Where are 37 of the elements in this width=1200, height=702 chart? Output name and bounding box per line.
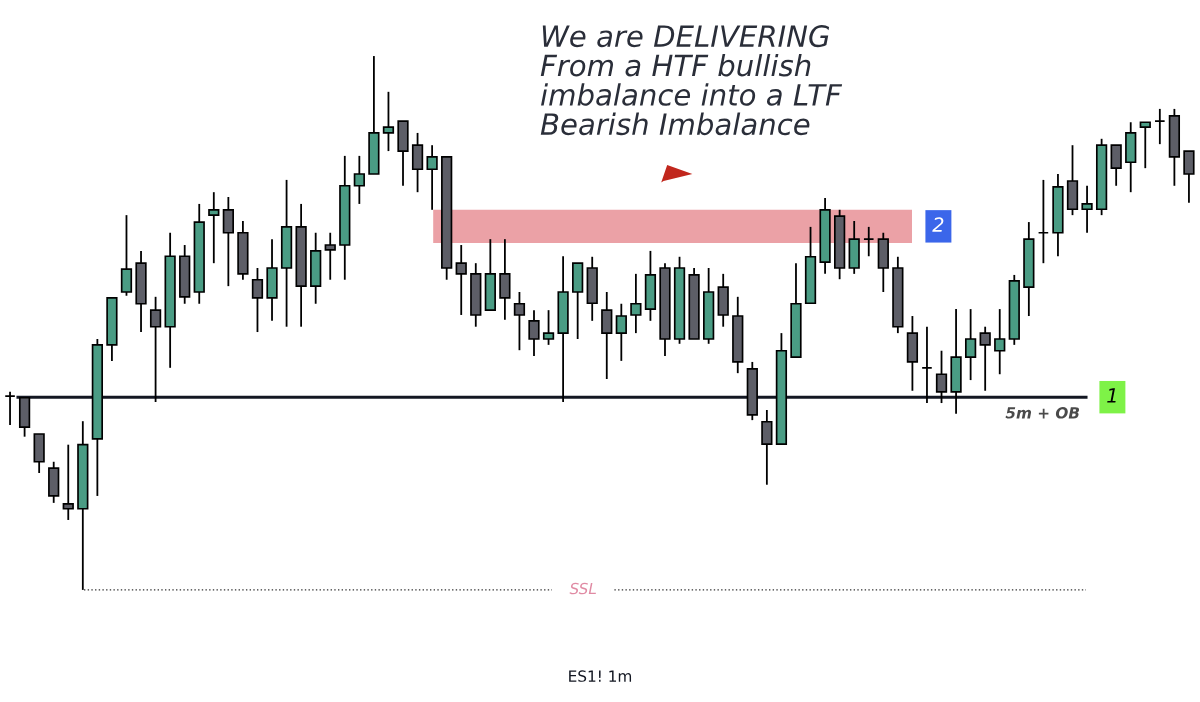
candlestick [528,309,540,357]
candlestick [208,191,220,265]
candlestick [1110,144,1122,187]
candlestick [935,349,948,404]
candlestick [1037,178,1050,265]
ref-line-label: 5m + OB [1005,407,1080,419]
candlestick [222,196,234,288]
candlestick [1081,184,1093,234]
candlestick [1154,107,1166,146]
candlestick [1139,121,1151,170]
candlestick [513,291,526,352]
candlestick [601,291,613,380]
candlestick [1183,150,1195,204]
candlestick [382,90,395,152]
candlestick [324,231,336,281]
text: ES1! 1m [569,670,632,682]
annotation: We are DELIVERING From a HTF bullish imbalance into a LTF Bearish Imbalance [540,25,843,136]
candlestick [964,308,977,381]
candlestick [542,309,555,346]
annotation: 1 [1107,388,1116,403]
annotation: 2 [932,217,944,232]
candlestick [630,272,642,335]
candlestick [4,390,16,426]
candlestick [761,409,773,486]
candlestick [921,325,933,404]
candlestick [149,295,162,403]
candlestick [615,302,627,362]
candlestick [863,225,875,258]
candlestick [426,144,438,211]
candlestick [120,214,133,297]
candlestick [455,244,467,316]
candlestick [994,308,1006,376]
ref-line-label: SSL [569,582,596,595]
candlestick [62,443,74,521]
candlestick [979,325,991,392]
candlestick [353,154,365,205]
candlestick [251,267,264,333]
